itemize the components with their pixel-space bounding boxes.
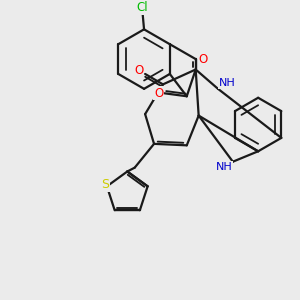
Text: Cl: Cl <box>137 1 148 14</box>
Text: O: O <box>154 87 163 100</box>
Text: O: O <box>199 52 208 66</box>
Text: NH: NH <box>218 79 235 88</box>
Text: S: S <box>101 178 110 191</box>
Text: O: O <box>134 64 143 77</box>
Text: NH: NH <box>216 162 232 172</box>
